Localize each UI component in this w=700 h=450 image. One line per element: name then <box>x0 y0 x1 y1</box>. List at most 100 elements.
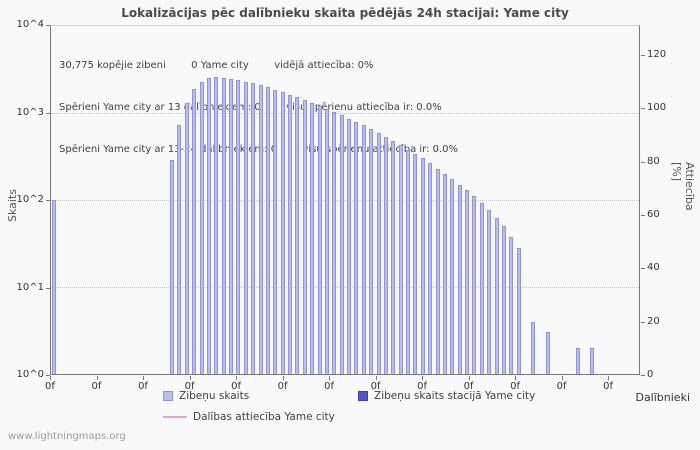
legend-label-ratio-line: Dalības attiecība Yame city <box>193 411 335 423</box>
y-right-tick-label: 100 <box>647 102 667 114</box>
y-left-tick-label: 10^4 <box>16 19 44 30</box>
x-tick-label: 0f <box>370 381 381 392</box>
strike-count-bar <box>236 79 241 374</box>
x-tick-label: 0f <box>417 381 428 392</box>
strike-count-bar <box>214 76 219 374</box>
strike-count-bar <box>369 129 374 374</box>
x-tick-label: 0f <box>463 381 474 392</box>
x-tick-mark <box>236 376 238 380</box>
strike-count-bar <box>347 118 351 374</box>
y-gridline <box>51 113 639 114</box>
y-right-tick-label: 80 <box>647 155 660 167</box>
y-right-tick-label: 120 <box>647 49 667 60</box>
legend-swatch-ratio-line <box>163 416 187 418</box>
x-tick-mark <box>468 376 470 380</box>
strike-count-bar <box>206 78 211 374</box>
x-tick-label: 0f <box>231 381 241 392</box>
x-tick-label: 0f <box>45 381 55 392</box>
y-right-tick-mark <box>641 215 645 216</box>
x-tick-label: 0f <box>184 381 195 392</box>
strike-count-bar <box>494 218 499 374</box>
y-right-tick-label: 0 <box>647 369 654 380</box>
y-left-tick-label: 10^1 <box>16 281 44 293</box>
strike-count-bar <box>487 210 492 374</box>
strike-count-bar <box>376 132 381 374</box>
x-tick-mark <box>422 376 424 380</box>
legend-item-strike-count: Zibeņu skaits <box>163 390 249 402</box>
y-left-tick-mark <box>46 112 50 114</box>
y-right-tick-mark <box>641 375 645 376</box>
y-right-tick-label: 40 <box>647 262 660 274</box>
legend-label-strike-count: Zibeņu skaits <box>179 390 250 402</box>
strike-count-bar <box>258 84 263 374</box>
strike-count-bar <box>501 226 506 374</box>
strike-count-bar <box>435 168 440 374</box>
y-right-tick-label: 60 <box>647 209 660 220</box>
strike-count-bar <box>177 125 182 374</box>
strike-count-bar <box>575 347 580 374</box>
strike-count-bar <box>442 173 447 374</box>
strike-count-bar <box>398 144 403 374</box>
strike-count-bar <box>184 103 189 374</box>
y-left-tick-mark <box>46 200 50 201</box>
y-axis-label-right: Attiecība [%] <box>670 162 696 211</box>
legend-swatch-strike-count <box>163 391 173 401</box>
x-tick-mark <box>515 376 517 380</box>
strike-count-bar <box>295 97 300 374</box>
x-tick-mark <box>561 376 563 380</box>
strike-count-bar <box>332 112 337 374</box>
x-tick-label: 0f <box>556 381 567 392</box>
y-right-tick-mark <box>641 268 645 270</box>
strike-count-bar <box>273 89 278 374</box>
strike-count-bar <box>310 103 315 374</box>
x-tick-label: 0f <box>138 381 148 392</box>
x-tick-label: 0f <box>510 381 521 392</box>
strike-count-bar <box>428 163 433 374</box>
y-left-tick-mark <box>46 25 50 26</box>
strike-count-bar <box>317 106 322 374</box>
y-left-tick-label: 10^0 <box>16 369 44 380</box>
y-left-tick-mark <box>46 375 50 376</box>
strike-count-bar <box>420 158 425 374</box>
strike-count-bar <box>229 78 233 374</box>
strike-count-bar <box>413 153 418 374</box>
strike-count-bar <box>170 159 174 374</box>
x-tick-label: 0f <box>324 381 334 392</box>
x-tick-label: 0f <box>603 381 614 392</box>
strike-count-bar <box>457 184 462 374</box>
strike-count-bar <box>243 81 248 374</box>
y-left-tick-label: 10^3 <box>16 106 44 118</box>
strike-count-bar <box>221 77 226 374</box>
x-tick-mark <box>96 376 98 380</box>
legend-item-station-strike-count: Zibeņu skaits stacijā Yame city <box>358 390 535 402</box>
strike-count-bar <box>391 140 396 374</box>
strike-count-bar <box>531 321 536 374</box>
y-gridline <box>51 200 639 201</box>
legend-item-ratio-line: Dalības attiecība Yame city <box>163 411 335 423</box>
strike-count-bar <box>251 83 256 374</box>
y-gridline <box>51 287 639 288</box>
strike-count-bar <box>302 100 307 374</box>
chart-title: Lokalizācijas pēc dalībnieku skaita pēdē… <box>121 6 569 20</box>
x-tick-mark <box>189 376 191 380</box>
strike-count-bar <box>354 121 359 374</box>
strike-count-bar <box>280 92 285 374</box>
y-left-tick-mark <box>46 287 50 289</box>
strike-count-bar <box>472 196 477 374</box>
strike-count-bar <box>324 109 329 374</box>
x-tick-mark <box>143 376 145 380</box>
x-tick-mark <box>282 376 284 380</box>
y-right-tick-mark <box>641 108 645 110</box>
y-right-tick-label: 20 <box>647 315 660 327</box>
plot-area: 30,775 kopējie zibeni 0 Yame city vidējā… <box>50 25 640 375</box>
strike-count-bar <box>52 200 56 374</box>
x-tick-label: 0f <box>91 381 102 392</box>
x-tick-label: 0f <box>277 381 288 392</box>
strike-count-bar <box>199 81 204 374</box>
x-tick-mark <box>50 376 51 380</box>
strike-count-bar <box>509 236 514 374</box>
x-tick-mark <box>375 376 377 380</box>
strike-count-bar <box>265 87 270 374</box>
y-right-tick-mark <box>641 161 645 163</box>
